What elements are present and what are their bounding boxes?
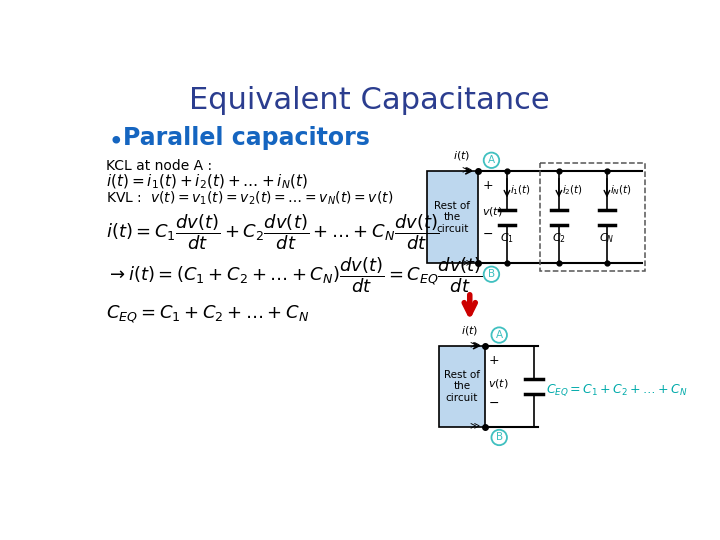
Text: $\gg$: $\gg$: [468, 340, 482, 350]
Text: +: +: [488, 354, 499, 367]
Text: $C_{EQ} = C_1 + C_2 + \ldots + C_N$: $C_{EQ} = C_1 + C_2 + \ldots + C_N$: [546, 382, 688, 398]
Bar: [427, 171, 477, 264]
Text: KCL at node A :: KCL at node A :: [106, 159, 212, 173]
Bar: [438, 346, 485, 427]
Text: $i(t)$: $i(t)$: [454, 149, 471, 162]
Text: KVL :  $v(t) = v_1(t) = v_2(t) = \ldots = v_N(t) = v(t)$: KVL : $v(t) = v_1(t) = v_2(t) = \ldots =…: [106, 190, 392, 207]
Text: $\gg$: $\gg$: [460, 165, 474, 176]
Text: $\gg$: $\gg$: [468, 421, 482, 431]
Text: B: B: [488, 269, 495, 279]
Text: $\rightarrow i(t) = \left(C_1 + C_2 + \ldots + C_N\right)\dfrac{dv(t)}{dt} = C_{: $\rightarrow i(t) = \left(C_1 + C_2 + \l…: [106, 256, 482, 295]
Text: $C_N$: $C_N$: [599, 231, 615, 245]
Text: $-$: $-$: [482, 226, 493, 240]
Text: $-$: $-$: [488, 396, 500, 409]
Text: $i_1(t)$: $i_1(t)$: [510, 184, 531, 197]
Text: $C_2$: $C_2$: [552, 231, 566, 245]
Text: A: A: [495, 330, 503, 340]
Text: $C_1$: $C_1$: [500, 231, 514, 245]
Text: $v(t)$: $v(t)$: [488, 377, 509, 390]
Text: A: A: [488, 156, 495, 165]
Bar: [539, 164, 645, 271]
Text: $v(t)$: $v(t)$: [482, 205, 503, 218]
Text: Parallel capacitors: Parallel capacitors: [122, 126, 369, 151]
Text: Equivalent Capacitance: Equivalent Capacitance: [189, 86, 549, 116]
Text: $i(t) = C_1\dfrac{dv(t)}{dt} + C_2\dfrac{dv(t)}{dt} + \ldots + C_N\dfrac{dv(t)}{: $i(t) = C_1\dfrac{dv(t)}{dt} + C_2\dfrac…: [106, 213, 438, 252]
Text: $\gg$: $\gg$: [460, 258, 474, 268]
Text: $i_2(t)$: $i_2(t)$: [562, 184, 583, 197]
Text: +: +: [482, 179, 492, 192]
Text: B: B: [495, 433, 503, 442]
Text: $\bullet$: $\bullet$: [107, 126, 121, 152]
Text: $C_{EQ} = C_1 + C_2 + \ldots + C_N$: $C_{EQ} = C_1 + C_2 + \ldots + C_N$: [106, 303, 309, 325]
Text: $i(t) = i_1(t) + i_2(t) + \ldots + i_N(t)$: $i(t) = i_1(t) + i_2(t) + \ldots + i_N(t…: [106, 173, 307, 191]
Text: $i_N(t)$: $i_N(t)$: [610, 184, 632, 197]
Text: $i(t)$: $i(t)$: [461, 323, 478, 336]
Text: Rest of
the
circuit: Rest of the circuit: [434, 201, 470, 234]
Text: Rest of
the
circuit: Rest of the circuit: [444, 370, 480, 403]
